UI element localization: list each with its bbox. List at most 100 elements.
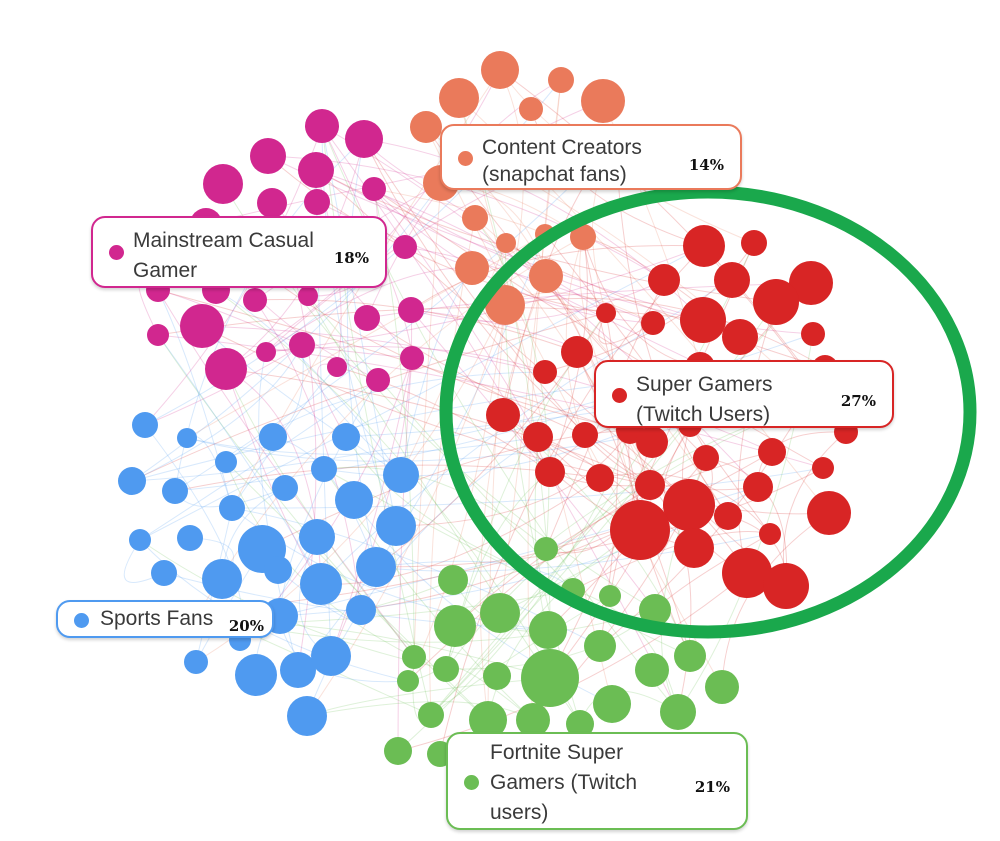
graph-edge bbox=[321, 125, 679, 713]
graph-node-creators bbox=[485, 285, 525, 325]
segment-percent: 14% bbox=[688, 156, 724, 174]
graph-node-super bbox=[714, 262, 750, 298]
graph-node-creators bbox=[496, 233, 516, 253]
graph-node-sports bbox=[151, 560, 177, 586]
graph-edge bbox=[504, 297, 826, 369]
segment-label-fortnite-super-gamers: Fortnite Super Gamers (Twitch users) 21% bbox=[446, 732, 748, 830]
graph-edge bbox=[413, 182, 442, 658]
graph-node-sports bbox=[272, 475, 298, 501]
graph-edge bbox=[323, 466, 547, 550]
graph-edge bbox=[279, 379, 379, 617]
graph-node-sports bbox=[376, 506, 416, 546]
graph-node-sports bbox=[184, 650, 208, 674]
graph-edge bbox=[186, 436, 539, 455]
segment-name-line: Sports Fans bbox=[100, 607, 214, 630]
graph-node-super bbox=[674, 528, 714, 568]
graph-node-mainstream bbox=[327, 357, 347, 377]
segment-dot bbox=[109, 245, 124, 260]
graph-node-sports bbox=[311, 456, 337, 482]
graph-node-fortnite bbox=[584, 630, 616, 662]
graph-edge bbox=[429, 217, 476, 716]
graph-node-mainstream bbox=[366, 368, 390, 392]
graph-node-sports bbox=[356, 547, 396, 587]
graph-node-sports bbox=[177, 525, 203, 551]
graph-edge bbox=[321, 125, 413, 359]
graph-node-fortnite bbox=[438, 565, 468, 595]
graph-node-fortnite bbox=[480, 593, 520, 633]
graph-edge bbox=[458, 97, 613, 705]
graph-node-super bbox=[486, 398, 520, 432]
graph-node-fortnite bbox=[599, 585, 621, 607]
graph-node-mainstream bbox=[354, 305, 380, 331]
graph-node-creators bbox=[529, 259, 563, 293]
graph-edge bbox=[474, 217, 550, 550]
graph-node-mainstream bbox=[256, 342, 276, 362]
graph-edge bbox=[215, 289, 402, 476]
graph-node-super bbox=[596, 303, 616, 323]
graph-node-mainstream bbox=[362, 177, 386, 201]
segment-label-super-gamers: Super Gamers (Twitch Users) 27% bbox=[594, 360, 894, 428]
graph-node-super bbox=[533, 360, 557, 384]
graph-node-sports bbox=[264, 556, 292, 584]
graph-node-sports bbox=[202, 559, 242, 599]
graph-node-sports bbox=[177, 428, 197, 448]
graph-edge bbox=[321, 125, 432, 716]
graph-edge bbox=[425, 126, 723, 688]
graph-node-sports bbox=[335, 481, 373, 519]
graph-node-creators bbox=[439, 78, 479, 118]
graph-node-super bbox=[693, 445, 719, 471]
graph-node-fortnite bbox=[402, 645, 426, 669]
graph-node-super bbox=[753, 279, 799, 325]
graph-node-super bbox=[636, 426, 668, 458]
graph-edge bbox=[505, 242, 826, 369]
graph-node-mainstream bbox=[305, 109, 339, 143]
graph-edge bbox=[363, 138, 651, 486]
graph-node-sports bbox=[219, 495, 245, 521]
graph-edge bbox=[225, 368, 415, 658]
graph-node-sports bbox=[299, 519, 335, 555]
graph-edge bbox=[157, 334, 824, 469]
segment-dot bbox=[74, 613, 89, 628]
graph-node-super bbox=[807, 491, 851, 535]
segment-name-line: Fortnite Super bbox=[490, 741, 624, 764]
graph-edge bbox=[410, 245, 705, 311]
graph-node-super bbox=[758, 438, 786, 466]
node-layer bbox=[118, 51, 858, 767]
graph-node-sports bbox=[162, 478, 188, 504]
graph-edge bbox=[330, 357, 413, 657]
segment-name-line: Gamers (Twitch bbox=[490, 771, 638, 794]
graph-node-mainstream bbox=[205, 348, 247, 390]
graph-node-sports bbox=[235, 654, 277, 696]
segment-percent: 21% bbox=[694, 778, 730, 796]
graph-node-creators bbox=[570, 224, 596, 250]
graph-node-super bbox=[789, 261, 833, 305]
graph-edge bbox=[445, 404, 804, 670]
graph-node-mainstream bbox=[393, 235, 417, 259]
graph-node-fortnite bbox=[516, 703, 550, 737]
graph-edge bbox=[410, 279, 665, 322]
graph-node-fortnite bbox=[660, 694, 696, 730]
graph-node-creators bbox=[548, 67, 574, 93]
graph-edge bbox=[737, 301, 777, 574]
graph-edge bbox=[306, 701, 534, 721]
graph-node-sports bbox=[383, 457, 419, 493]
segment-percent: 27% bbox=[840, 392, 876, 410]
graph-node-sports bbox=[259, 423, 287, 451]
graph-edge bbox=[366, 317, 586, 436]
graph-node-sports bbox=[311, 636, 351, 676]
graph-node-mainstream bbox=[398, 297, 424, 323]
graph-node-super bbox=[683, 225, 725, 267]
graph-node-creators bbox=[519, 97, 543, 121]
segment-label-sports-fans: Sports Fans 20% bbox=[56, 600, 274, 638]
graph-edge bbox=[454, 451, 773, 627]
graph-edge bbox=[139, 379, 379, 541]
graph-edge bbox=[307, 295, 574, 591]
graph-node-super bbox=[759, 523, 781, 545]
graph-edge bbox=[598, 312, 654, 345]
graph-node-creators bbox=[581, 79, 625, 123]
graph-node-super bbox=[610, 500, 670, 560]
graph-node-mainstream bbox=[257, 188, 287, 218]
graph-node-mainstream bbox=[203, 164, 243, 204]
graph-node-mainstream bbox=[298, 286, 318, 306]
